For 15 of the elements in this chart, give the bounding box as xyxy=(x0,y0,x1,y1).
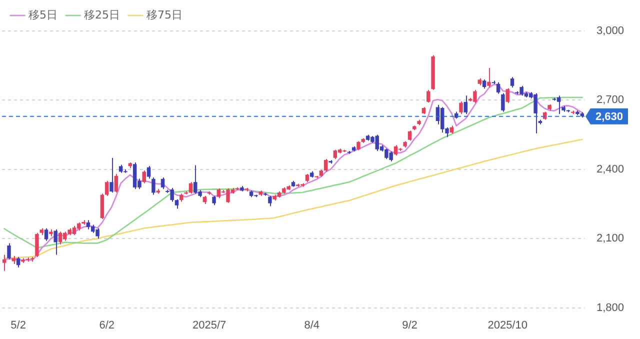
x-tick-label: 8/4 xyxy=(304,319,320,332)
y-tick-label: 3,000 xyxy=(596,25,624,38)
y-tick-label: 1,800 xyxy=(596,302,624,314)
y-tick-label: 2,700 xyxy=(596,94,624,106)
x-tick-label: 2025/10 xyxy=(488,319,528,332)
x-tick-label: 2025/7 xyxy=(192,319,226,332)
legend-label: 移25日 xyxy=(84,8,120,22)
x-tick-label: 9/2 xyxy=(402,319,418,332)
y-tick-label: 2,100 xyxy=(596,232,624,245)
legend-label: 移75日 xyxy=(146,8,182,22)
x-tick-label: 5/2 xyxy=(10,319,26,332)
x-tick-label: 6/2 xyxy=(99,319,114,332)
ref-line-label: 2,630 xyxy=(595,110,624,123)
y-tick-label: 2,400 xyxy=(596,163,624,176)
legend-label: 移5日 xyxy=(28,8,58,22)
